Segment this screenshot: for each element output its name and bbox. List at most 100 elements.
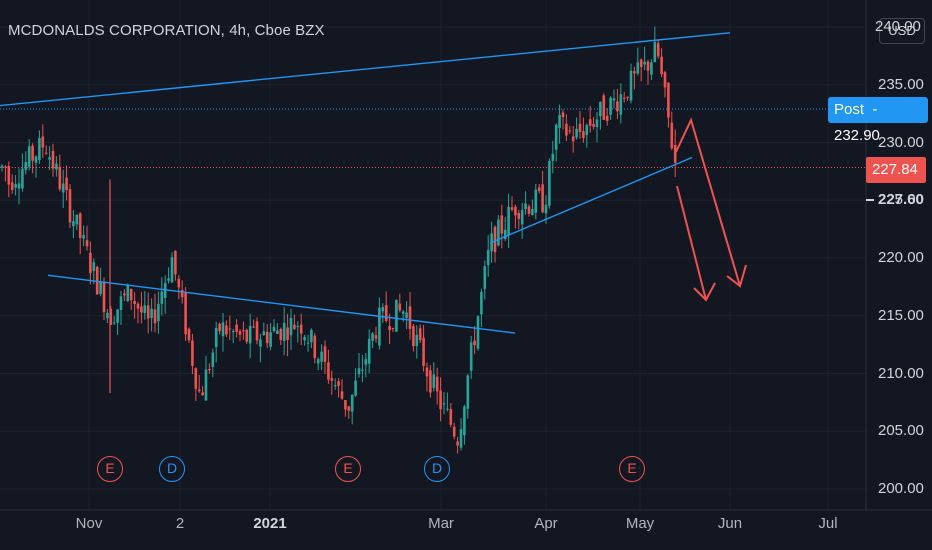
candle-body [350,394,354,412]
arrow-down-2-shaft [675,117,741,287]
candle-body [510,207,514,210]
candle-body [276,330,279,335]
candle-body [639,59,643,67]
candle-body [82,235,85,239]
candle-body [401,311,405,314]
candle-body [24,162,28,170]
earnings-marker[interactable]: E [97,456,123,482]
candle-body [514,206,517,216]
candle-body [201,392,204,396]
candle-body [673,144,677,163]
candle-body [507,206,510,236]
candle-body [463,406,466,436]
candle-body [85,240,89,247]
candle-body [503,229,507,240]
candle-body [157,303,160,322]
price-tick-label: 225.00 [878,191,924,209]
candle-body [75,214,79,225]
candle-body [456,441,459,446]
candle-body [643,61,646,65]
price-tick-label: 240.00 [875,18,921,35]
candle-body [561,112,565,118]
candle-body [235,324,238,332]
candle-body [323,346,327,362]
price-tick-label: 220.00 [878,249,924,266]
candle-body [180,289,184,298]
candle-body [214,328,218,348]
candle-body [221,322,225,337]
candle-body [65,177,68,191]
candle-body [592,124,595,127]
candle-body [548,161,551,206]
candle-body [337,381,340,386]
candle-body [636,62,640,74]
earnings-marker[interactable]: E [619,456,645,482]
trendline-0 [0,32,731,107]
candle-body [299,324,303,334]
candle-body [34,156,38,163]
candle-body [483,266,487,289]
candle-body [44,152,48,154]
price-tick-label: 230.00 [878,133,924,151]
trendlines [0,32,731,334]
arrow-down-1-head [693,282,716,302]
candle-body [582,131,585,138]
grid-lines [0,0,866,510]
candle-body [565,123,568,136]
candle-body [248,325,252,344]
candle-body [211,352,215,367]
candle-body [544,204,548,214]
candle-body [493,226,497,253]
trendline-2 [489,156,693,244]
candle-body [537,187,541,191]
candle-body [446,408,449,410]
time-tick-label: May [625,515,655,532]
candle-body [469,342,473,371]
candle-body [340,391,344,399]
candle-body [663,72,667,88]
candle-body [259,339,262,347]
candle-body [316,359,320,364]
candle-body [194,368,198,389]
candle-body [286,327,289,341]
candle-body [575,128,578,138]
candle-body [129,288,133,301]
candle-body [252,326,255,328]
candle-body [459,429,463,448]
price-tick-label: 235.00 [878,75,924,93]
candle-body [418,328,422,341]
candle-body [398,303,402,311]
candle-body [646,61,650,71]
candle-body [626,96,629,98]
candle-body [466,375,470,409]
candle-body [527,206,531,214]
candle-body [119,296,123,311]
price-tick-label: 200.00 [878,480,924,497]
candle-body [228,328,232,330]
candle-body [238,331,242,335]
candle-body [191,340,194,366]
candle-body [177,278,181,288]
candle-body [442,403,446,405]
candle-body [31,145,34,161]
currency-button[interactable]: USD [879,18,925,44]
price-tick-label: 205.00 [878,422,924,440]
candle-body [136,303,140,309]
candle-body [571,136,575,142]
dividend-marker[interactable]: D [159,456,185,482]
candle-body [551,153,555,161]
earnings-marker[interactable]: E [335,456,361,482]
candle-body [116,309,119,323]
candle-body [578,123,582,133]
candle-body [153,309,157,324]
dividend-marker[interactable]: D [424,456,450,482]
candle-body [486,249,490,266]
candle-body [225,325,228,335]
candle-body [347,406,351,411]
candle-body [429,370,432,393]
candle-body [605,115,609,121]
candle-body [143,305,147,314]
candle-body [449,409,453,425]
candle-body [568,130,572,132]
